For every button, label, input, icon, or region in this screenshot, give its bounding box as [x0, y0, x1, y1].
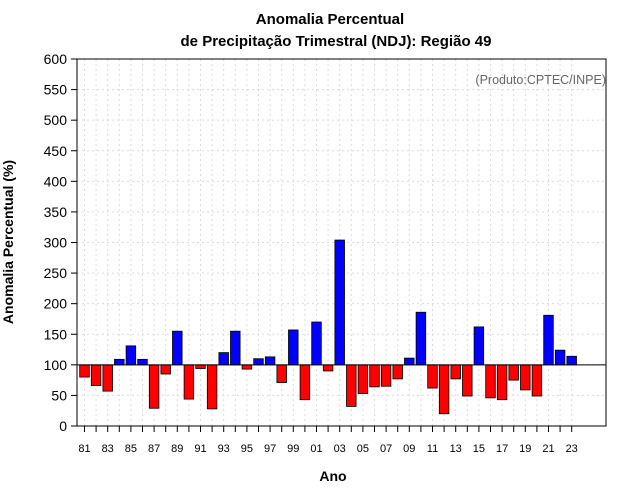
x-tick-label: 17	[496, 443, 508, 455]
bar-2014	[462, 364, 473, 397]
x-tick-label: 89	[171, 443, 183, 455]
y-axis-title: Anomalia Percentual (%)	[0, 160, 16, 324]
bar-1994	[230, 330, 241, 366]
bar-2009	[404, 357, 415, 366]
bar-2011	[427, 364, 438, 389]
bar-1984	[114, 358, 125, 366]
bar-1989	[172, 330, 183, 366]
credit-label: (Produto:CPTEC/INPE)	[475, 73, 606, 87]
bar-2004	[346, 364, 357, 407]
x-tick-label: 95	[241, 443, 253, 455]
chart-subtitle: de Precipitação Trimestral (NDJ): Região…	[181, 33, 492, 50]
x-tick-label: 93	[218, 443, 230, 455]
bar-1988	[160, 364, 171, 375]
bar-2016	[485, 364, 496, 399]
y-tick-label: 100	[44, 357, 68, 373]
bar-2012	[438, 364, 450, 415]
x-tick-label: 21	[542, 443, 554, 455]
bar-2010	[415, 311, 427, 366]
bar-2001	[311, 321, 322, 366]
bar-2017	[496, 364, 508, 401]
bar-2005	[357, 364, 369, 394]
bar-1990	[183, 364, 195, 400]
x-tick-label: 03	[334, 443, 346, 455]
bar-2002	[322, 364, 334, 372]
bar-2023	[566, 355, 577, 366]
bar-1992	[206, 364, 218, 410]
bar-1995	[241, 364, 253, 370]
bar-1996	[253, 358, 264, 366]
y-tick-label: 450	[44, 143, 68, 159]
bar-2018	[508, 364, 519, 381]
bar-2013	[450, 364, 461, 380]
x-axis-title: Ano	[319, 468, 346, 484]
bar-1981	[79, 364, 90, 378]
x-axis: 81 83 85 87 89 91 93 95 97 99 01 03 05 07 09 11 13 15 17 19…	[78, 426, 578, 455]
bar-2022	[554, 349, 566, 366]
y-tick-label: 0	[59, 418, 67, 434]
bar-1987	[148, 364, 160, 409]
bar-1985	[125, 345, 137, 366]
y-tick-label: 50	[51, 387, 67, 403]
bar-1982	[90, 364, 102, 387]
x-tick-label: 85	[125, 443, 137, 455]
x-tick-label: 99	[287, 443, 299, 455]
y-tick-label: 350	[44, 204, 68, 220]
y-tick-label: 400	[44, 173, 68, 189]
chart-title: Anomalia Percentual	[256, 11, 404, 28]
y-tick-label: 250	[44, 265, 68, 281]
bar-1983	[102, 364, 113, 392]
bar-2020	[531, 364, 543, 397]
x-tick-label: 01	[310, 443, 322, 455]
y-tick-label: 200	[44, 296, 68, 312]
bar-1997	[264, 356, 276, 366]
x-tick-label: 11	[427, 443, 438, 455]
x-tick-label: 13	[450, 443, 462, 455]
x-tick-label: 15	[473, 443, 485, 455]
x-tick-label: 97	[264, 443, 276, 455]
x-tick-label: 23	[566, 443, 578, 455]
bar-2003	[334, 239, 345, 366]
x-tick-label: 83	[102, 443, 114, 455]
y-tick-label: 500	[44, 112, 68, 128]
x-tick-label: 87	[148, 443, 160, 455]
x-tick-label: 09	[403, 443, 415, 455]
bar-2007	[380, 364, 392, 387]
bar-1998	[276, 364, 287, 383]
x-tick-label: 07	[380, 443, 392, 455]
bar-2000	[299, 364, 311, 401]
bar-2015	[473, 326, 485, 366]
bar-1993	[218, 352, 229, 366]
bar-2019	[520, 364, 531, 391]
bar-2006	[369, 364, 380, 388]
x-tick-label: 19	[519, 443, 531, 455]
bar-1986	[137, 358, 148, 366]
y-tick-label: 300	[44, 235, 68, 251]
y-tick-label: 150	[44, 326, 68, 342]
x-tick-label: 05	[357, 443, 369, 455]
bar-1991	[195, 364, 206, 369]
y-tick-label: 550	[44, 82, 68, 98]
y-tick-label: 600	[44, 51, 68, 67]
y-axis: 0 50 100 150 200 250 300 350 400 450 500 550 600	[44, 51, 77, 434]
bar-2008	[392, 364, 403, 380]
x-tick-label: 81	[78, 443, 90, 455]
bars	[79, 239, 577, 415]
x-tick-label: 91	[194, 443, 206, 455]
bar-1999	[288, 329, 299, 366]
bar-2021	[543, 314, 554, 366]
plot-frame	[76, 58, 607, 427]
